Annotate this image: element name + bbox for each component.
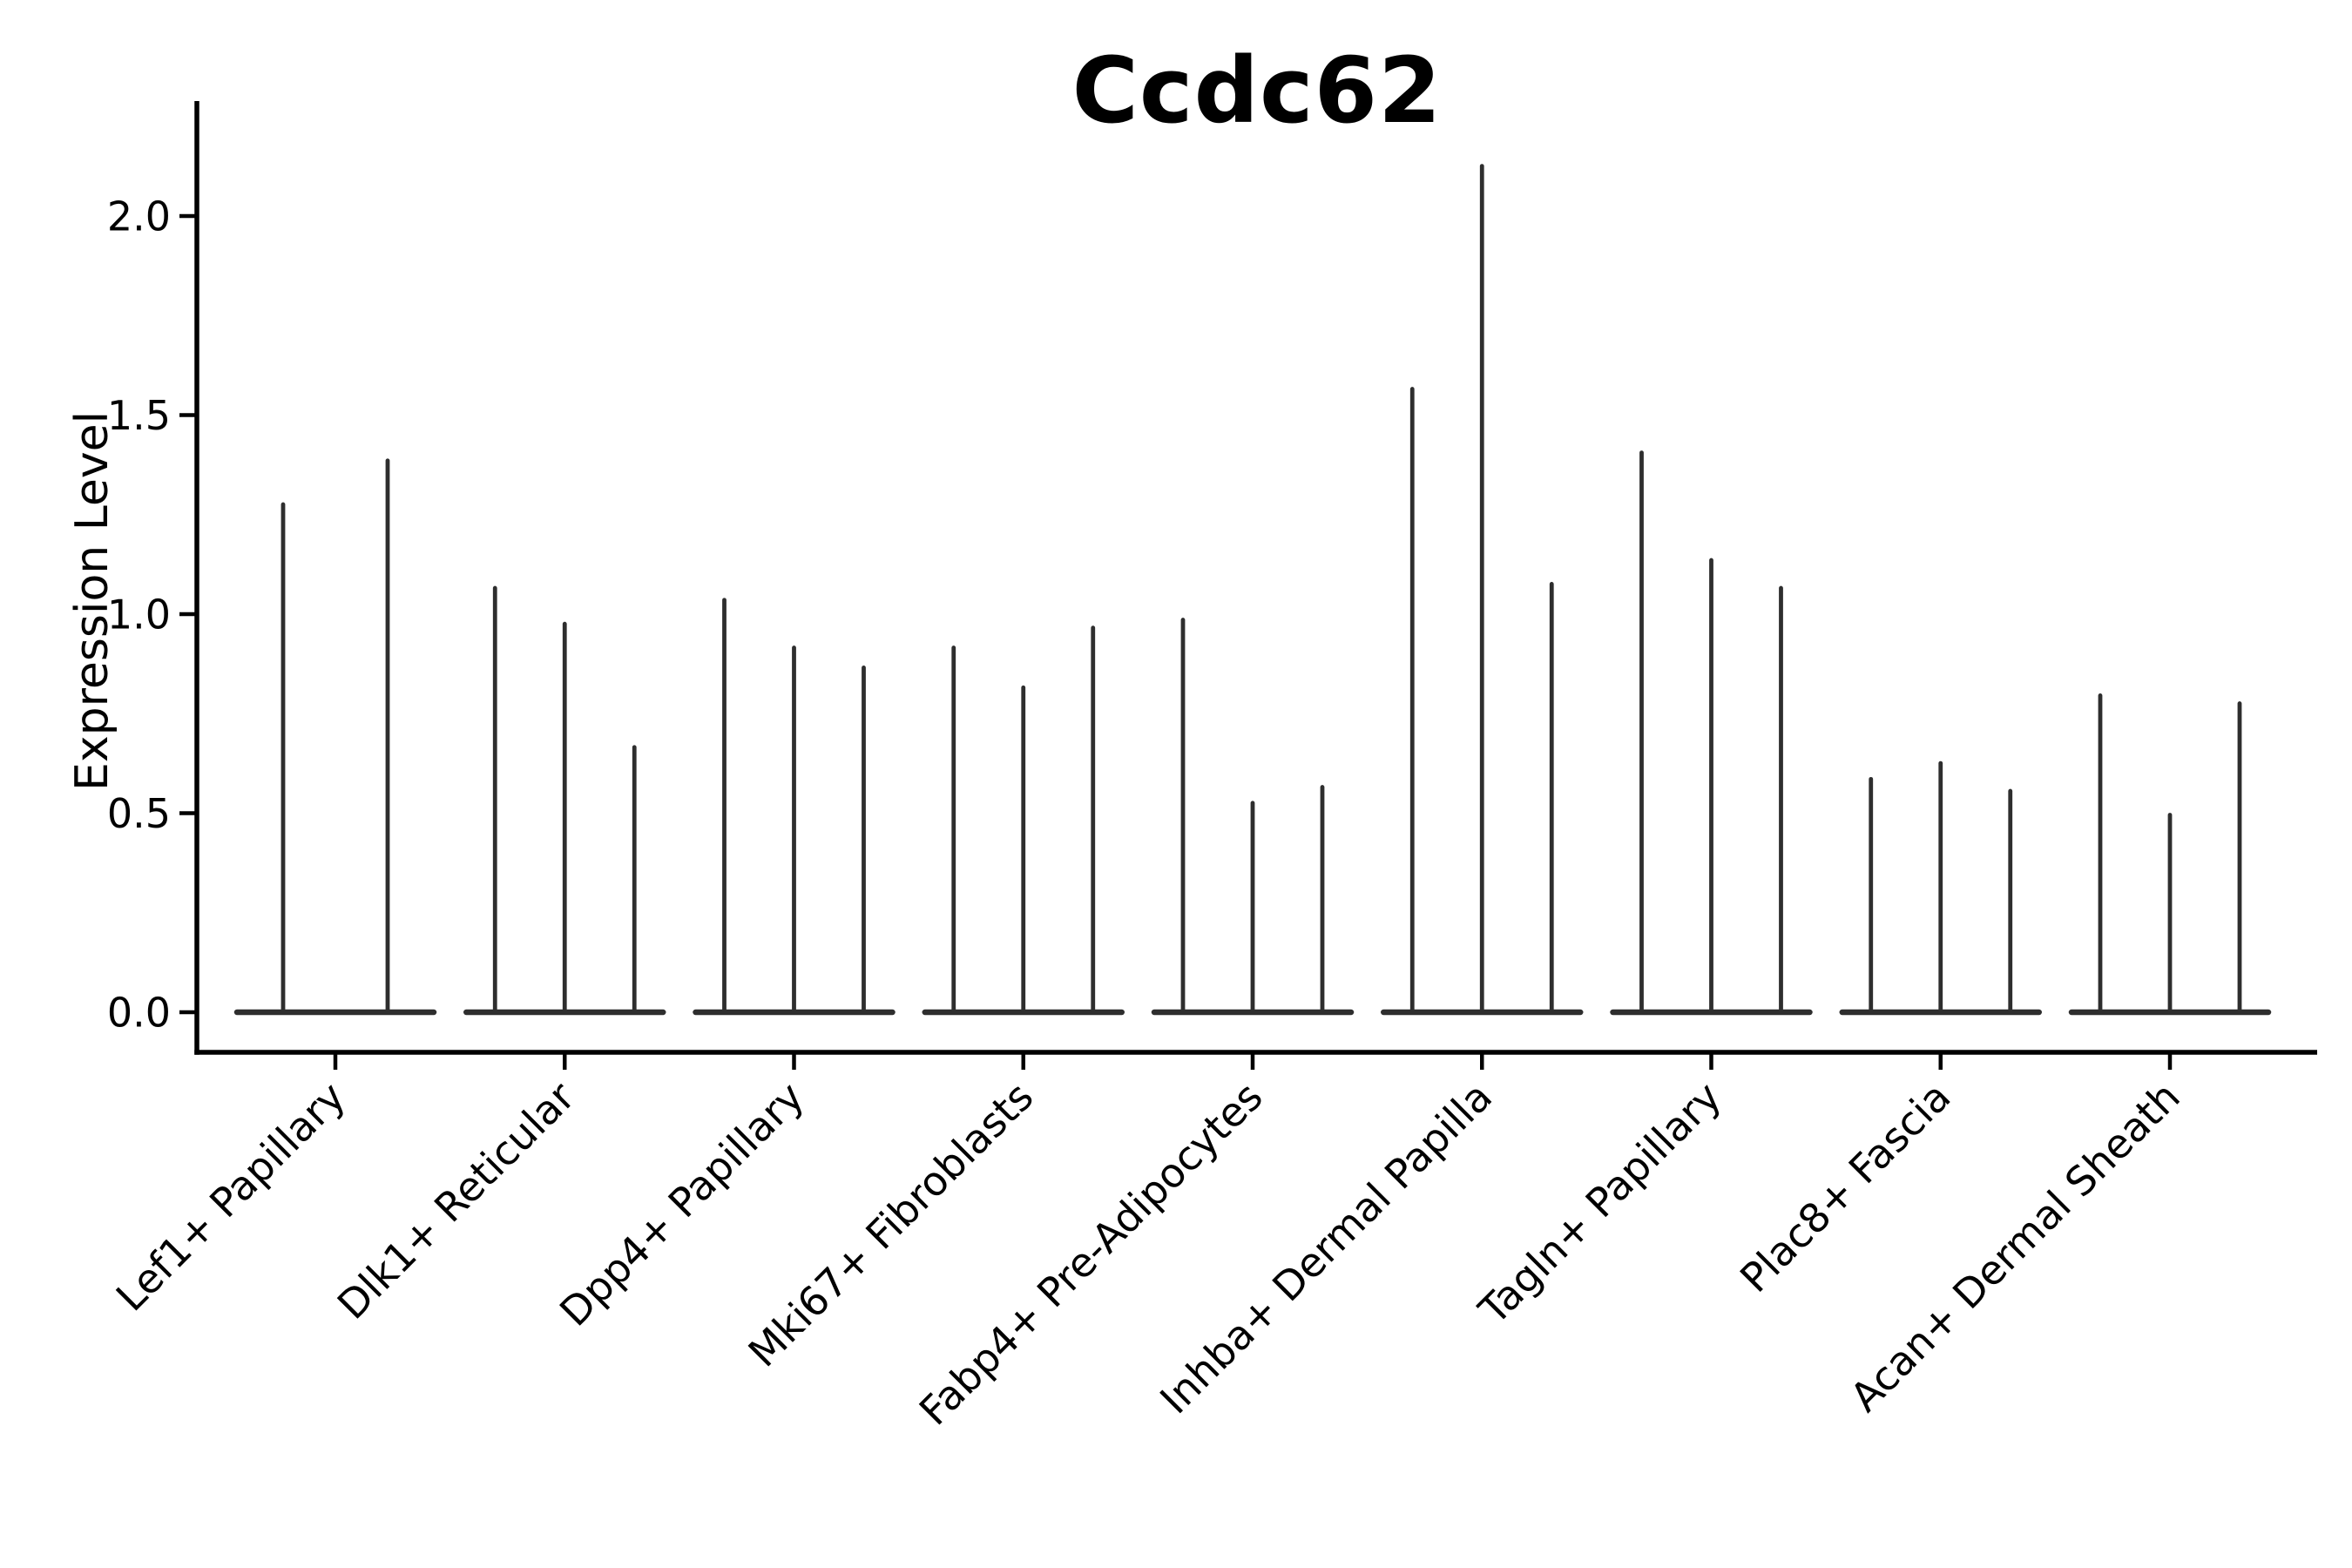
x-tick-label: Plac8+ Fascia	[1731, 1073, 1959, 1301]
y-tick-label: 1.0	[107, 591, 171, 638]
x-tick-label: Lef1+ Papillary	[107, 1073, 355, 1321]
y-tick-label: 0.0	[107, 989, 171, 1036]
y-tick-label: 0.5	[107, 790, 171, 837]
x-tick-label: Dlk1+ Reticular	[328, 1073, 584, 1328]
x-tick-label: Dpp4+ Papillary	[551, 1073, 813, 1335]
y-tick-label: 1.5	[107, 392, 171, 439]
x-tick-label: Tagln+ Papillary	[1470, 1073, 1731, 1335]
y-tick-label: 2.0	[107, 193, 171, 240]
chart-title: Ccdc62	[1071, 37, 1443, 144]
